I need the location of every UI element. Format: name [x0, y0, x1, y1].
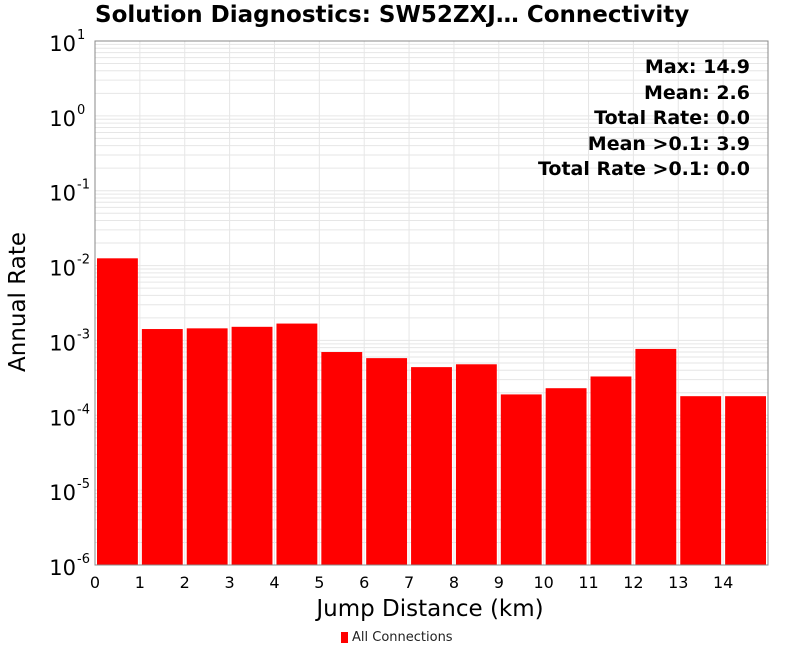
x-axis-label: Jump Distance (km) [316, 596, 544, 622]
x-tick-label: 4 [269, 573, 279, 592]
bar-bin-9 [500, 394, 542, 565]
y-tick-label: 10 -5 [49, 477, 90, 505]
y-tick-exponent: -2 [77, 253, 90, 268]
x-tick-label: 7 [404, 573, 414, 592]
plot-frame [94, 40, 769, 566]
x-tick-label: 14 [713, 573, 733, 592]
y-tick-base: 10 [49, 481, 76, 505]
plot-border [94, 40, 769, 566]
x-tick-labels: 0 1 2 3 4 5 6 7 8 9 10 11 12 13 14 [90, 573, 733, 592]
bar-bin-12 [635, 348, 677, 565]
bar-bin-1 [141, 329, 183, 565]
x-tick-label: 12 [623, 573, 643, 592]
bar-bin-6 [366, 358, 408, 565]
y-tick-exponent: 0 [77, 103, 85, 118]
x-tick-label: 6 [359, 573, 369, 592]
bar-bin-8 [455, 364, 497, 565]
y-tick-base: 10 [49, 182, 76, 206]
bar-bin-0 [97, 258, 138, 565]
y-tick-base: 10 [49, 406, 76, 430]
stat-mean: Mean: 2.6 [643, 81, 750, 104]
x-tick-label: 13 [668, 573, 688, 592]
y-tick-exponent: -6 [77, 552, 90, 567]
stats-annotation: Max: 14.9 Mean: 2.6 Total Rate: 0.0 Mean… [538, 55, 750, 183]
stat-total-rate-above: Total Rate >0.1: 0.0 [537, 158, 750, 180]
bar-bin-3 [231, 326, 273, 565]
x-tick-label: 9 [494, 573, 504, 592]
y-tick-exponent: -5 [77, 477, 90, 492]
y-tick-base: 10 [49, 32, 76, 56]
y-tick-base: 10 [49, 107, 76, 131]
bar-bin-2 [186, 328, 228, 565]
bar-bin-10 [545, 388, 587, 565]
legend-swatch [341, 632, 348, 643]
y-tick-label: 10 -3 [49, 327, 90, 355]
bar-bin-5 [321, 352, 363, 565]
bar-bin-14 [725, 396, 766, 565]
stat-total-rate: Total Rate: 0.0 [594, 107, 750, 129]
x-tick-label: 11 [578, 573, 598, 592]
y-tick-base: 10 [49, 257, 76, 281]
y-tick-base: 10 [49, 556, 76, 580]
legend-label: All Connections [352, 630, 453, 645]
bar-bin-4 [276, 323, 318, 565]
y-tick-label: 10 1 [49, 28, 85, 56]
bar-bin-7 [411, 367, 452, 565]
bar-bin-11 [590, 376, 632, 565]
y-tick-exponent: -1 [77, 178, 90, 193]
y-tick-label: 10 -2 [49, 253, 90, 281]
y-tick-exponent: -3 [77, 327, 90, 342]
y-tick-exponent: 1 [77, 28, 85, 43]
x-tick-label: 8 [449, 573, 459, 592]
x-tick-label: 2 [180, 573, 190, 592]
x-tick-label: 1 [135, 573, 145, 592]
x-tick-label: 0 [90, 573, 100, 592]
x-tick-label: 10 [533, 573, 553, 592]
stat-mean-above: Mean >0.1: 3.9 [587, 132, 750, 155]
legend: All Connections [341, 630, 453, 645]
y-tick-label: 10 -1 [49, 178, 90, 206]
y-tick-exponent: -4 [77, 402, 90, 417]
bar-bin-13 [680, 396, 722, 565]
y-tick-label: 10 -6 [49, 552, 90, 580]
bars [97, 258, 766, 565]
y-tick-label: 10 -4 [49, 402, 90, 430]
y-tick-label: 10 0 [49, 103, 85, 131]
y-tick-base: 10 [49, 331, 76, 355]
x-tick-label: 3 [225, 573, 235, 592]
x-tick-label: 5 [314, 573, 324, 592]
chart-title: Solution Diagnostics: SW52ZXJ… Connectiv… [95, 2, 690, 28]
stat-max: Max: 14.9 [644, 56, 750, 78]
